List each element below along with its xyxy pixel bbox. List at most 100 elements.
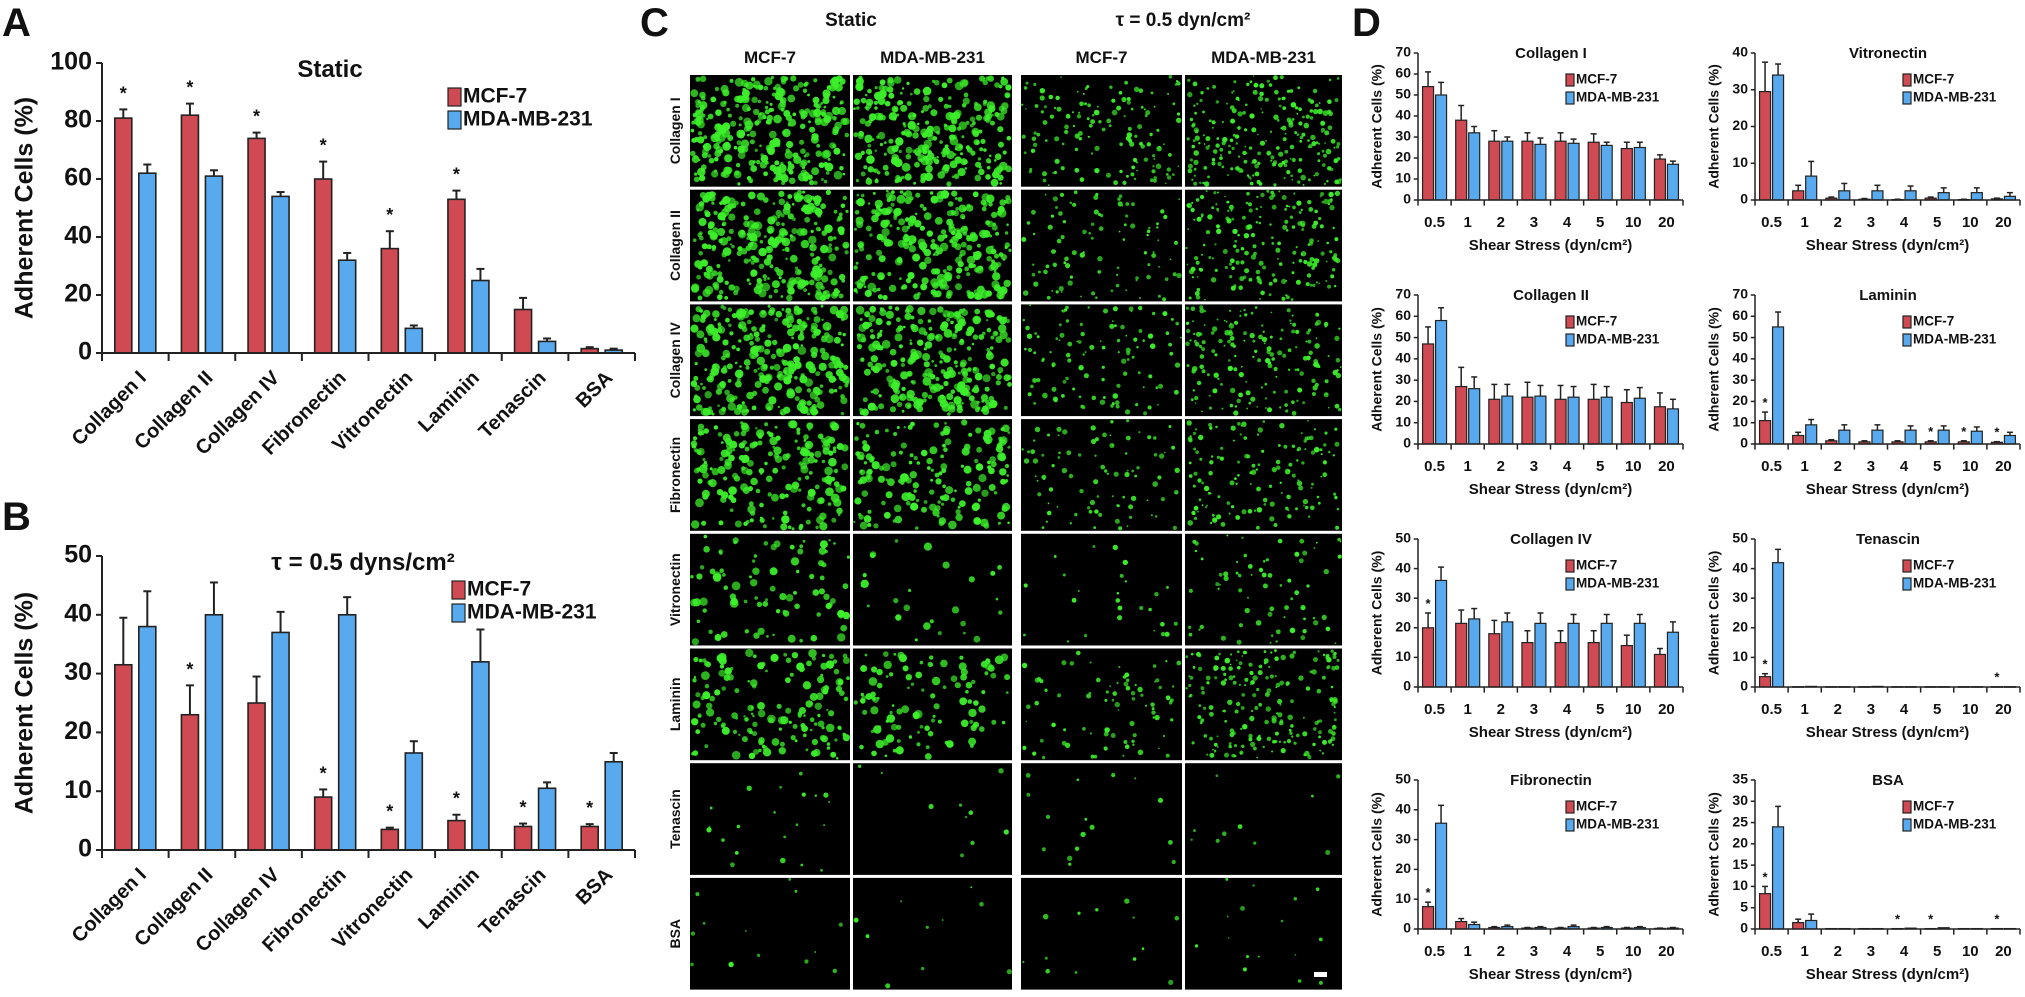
cell-dot <box>757 627 765 635</box>
cell-dot <box>1293 192 1296 195</box>
cell-dot <box>792 343 800 350</box>
cell-dot <box>832 236 837 240</box>
cell-dot <box>857 455 863 460</box>
cell-dot <box>816 329 822 335</box>
cell-dot <box>1116 273 1119 276</box>
cell-dot <box>820 101 824 105</box>
x-tick-label: 5 <box>1596 701 1604 718</box>
cell-dot <box>805 152 810 157</box>
cell-dot <box>754 208 761 215</box>
cell-dot <box>718 408 726 416</box>
cell-dot <box>1268 484 1273 488</box>
cell-dot <box>1265 558 1269 562</box>
cell-dot <box>1193 150 1199 156</box>
cell-dot <box>956 315 965 325</box>
cell-dot <box>767 492 772 497</box>
cell-dot <box>1212 388 1218 394</box>
cell-dot <box>1137 371 1141 375</box>
legend-label: MDA-MB-231 <box>1913 90 1997 105</box>
cell-dot <box>895 614 902 621</box>
cell-dot <box>780 75 787 83</box>
cell-dot <box>787 123 791 127</box>
cell-dot <box>1004 463 1010 469</box>
cell-dot <box>1205 190 1208 193</box>
cell-dot <box>1196 380 1202 386</box>
cell-dot <box>724 296 729 300</box>
cell-dot <box>1211 120 1216 125</box>
cell-dot <box>974 407 980 413</box>
cell-dot <box>1257 133 1259 136</box>
cell-dot <box>1229 403 1234 408</box>
cell-dot <box>756 277 762 284</box>
cell-dot <box>702 407 711 416</box>
cell-dot <box>1321 614 1327 621</box>
cell-dot <box>994 112 1000 117</box>
cell-dot <box>1074 147 1079 152</box>
cell-dot <box>810 408 818 416</box>
cell-dot <box>928 803 934 810</box>
cell-dot <box>952 134 957 140</box>
cell-dot <box>1287 368 1291 371</box>
cell-dot <box>1296 480 1303 486</box>
cell-dot <box>1292 650 1297 655</box>
cell-dot <box>941 321 949 329</box>
cell-dot <box>1258 260 1264 266</box>
cell-dot <box>830 751 837 758</box>
cell-dot <box>840 485 847 492</box>
cell-dot <box>1153 436 1157 440</box>
cell-dot <box>1194 944 1199 948</box>
cell-dot <box>799 123 806 130</box>
cell-dot <box>802 88 808 94</box>
cell-dot <box>986 255 992 262</box>
cell-dot <box>1285 506 1289 511</box>
cell-dot <box>900 442 907 449</box>
cell-dot <box>1201 369 1206 374</box>
cell-dot <box>1067 358 1072 363</box>
cell-dot <box>1252 75 1255 77</box>
cell-dot <box>919 261 927 270</box>
cell-dot <box>1023 633 1026 637</box>
cell-dot <box>1209 426 1213 430</box>
cell-dot <box>993 169 998 174</box>
chart-title: Laminin <box>1859 287 1917 304</box>
row-label: Collagen I <box>667 97 683 164</box>
cell-dot <box>820 118 829 127</box>
cell-dot <box>744 120 754 130</box>
cell-dot <box>1288 463 1291 466</box>
cell-dot <box>1122 180 1127 185</box>
cell-dot <box>1215 203 1218 206</box>
cell-dot <box>908 735 913 739</box>
cell-dot <box>1256 406 1259 408</box>
cell-dot <box>1185 306 1189 310</box>
cell-dot <box>1172 102 1176 106</box>
cell-dot <box>1227 365 1234 372</box>
cell-dot <box>743 599 748 604</box>
cell-dot <box>1208 394 1211 397</box>
cell-dot <box>1185 321 1190 325</box>
bar-mda-mb-231 <box>204 613 224 851</box>
bar-mcf7 <box>513 825 533 851</box>
cell-dot <box>867 202 871 205</box>
cell-dot <box>1203 324 1206 327</box>
cell-dot <box>711 245 717 250</box>
cell-dot <box>830 278 838 286</box>
cell-dot <box>998 324 1007 333</box>
cell-dot <box>910 682 915 686</box>
y-tick-label: 30 <box>1395 371 1411 387</box>
cell-dot <box>741 466 746 471</box>
cell-dot <box>1273 183 1277 187</box>
cell-dot <box>822 447 830 455</box>
cell-dot <box>778 747 786 755</box>
cell-dot <box>1118 91 1123 95</box>
cell-dot <box>840 343 844 347</box>
cell-dot <box>1201 340 1206 345</box>
cell-dot <box>751 405 757 411</box>
cell-dot <box>766 254 773 261</box>
cell-dot <box>1234 477 1237 480</box>
cell-dot <box>750 255 755 260</box>
cell-dot <box>803 439 807 442</box>
cell-dot <box>854 227 857 231</box>
cell-dot <box>1090 754 1095 759</box>
cell-dot <box>928 326 933 331</box>
cell-dot <box>983 99 988 105</box>
